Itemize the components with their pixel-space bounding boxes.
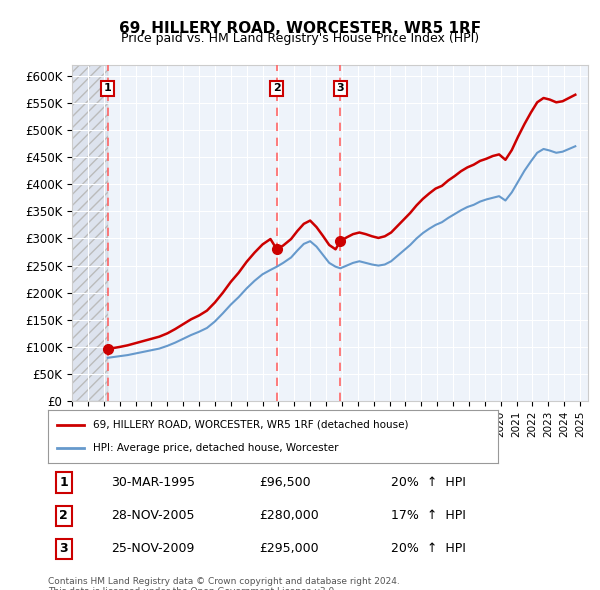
Text: 2: 2 <box>273 83 281 93</box>
Text: Contains HM Land Registry data © Crown copyright and database right 2024.
This d: Contains HM Land Registry data © Crown c… <box>48 577 400 590</box>
Text: £295,000: £295,000 <box>259 542 319 555</box>
Text: 20%  ↑  HPI: 20% ↑ HPI <box>391 542 466 555</box>
Bar <box>72 65 108 401</box>
Text: 3: 3 <box>59 542 68 555</box>
Text: 17%  ↑  HPI: 17% ↑ HPI <box>391 509 466 522</box>
Text: 69, HILLERY ROAD, WORCESTER, WR5 1RF (detached house): 69, HILLERY ROAD, WORCESTER, WR5 1RF (de… <box>93 420 409 430</box>
Text: 20%  ↑  HPI: 20% ↑ HPI <box>391 476 466 489</box>
Text: 1: 1 <box>59 476 68 489</box>
Text: Price paid vs. HM Land Registry's House Price Index (HPI): Price paid vs. HM Land Registry's House … <box>121 32 479 45</box>
Text: 69, HILLERY ROAD, WORCESTER, WR5 1RF: 69, HILLERY ROAD, WORCESTER, WR5 1RF <box>119 21 481 35</box>
Text: 30-MAR-1995: 30-MAR-1995 <box>112 476 196 489</box>
Text: 2: 2 <box>59 509 68 522</box>
Text: 1: 1 <box>104 83 112 93</box>
Text: HPI: Average price, detached house, Worcester: HPI: Average price, detached house, Worc… <box>93 443 338 453</box>
Text: 3: 3 <box>337 83 344 93</box>
Text: 25-NOV-2009: 25-NOV-2009 <box>112 542 195 555</box>
Text: 28-NOV-2005: 28-NOV-2005 <box>112 509 195 522</box>
Text: £96,500: £96,500 <box>259 476 311 489</box>
Text: £280,000: £280,000 <box>259 509 319 522</box>
